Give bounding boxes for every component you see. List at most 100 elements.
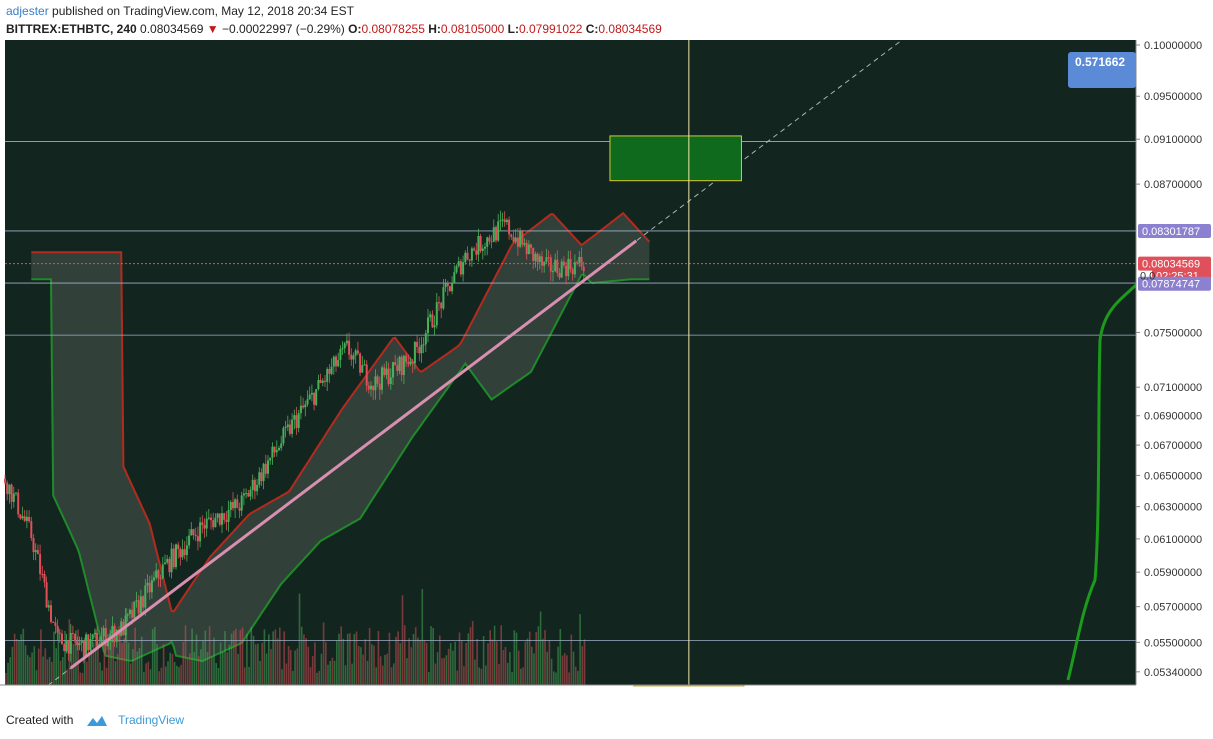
volume-bar — [487, 643, 489, 685]
volume-bar — [42, 656, 44, 685]
candle-body — [512, 236, 515, 242]
volume-bar — [439, 635, 441, 685]
candle-body — [477, 236, 480, 255]
volume-bar — [79, 672, 82, 685]
volume-bar — [169, 652, 171, 685]
candle-body — [505, 219, 508, 223]
volume-bar — [469, 627, 472, 685]
volume-bar — [425, 642, 428, 685]
candle-body — [282, 428, 285, 444]
volume-bar — [579, 614, 581, 685]
plot-area — [5, 40, 1136, 685]
volume-bar — [502, 650, 505, 685]
price-tag-text: 0.08301787 — [1142, 226, 1200, 238]
volume-bar — [500, 625, 502, 685]
candle-body — [332, 356, 335, 367]
volume-bar — [412, 634, 415, 685]
volume-bar — [327, 664, 329, 685]
candle-body — [181, 549, 184, 558]
candle-body — [251, 479, 254, 490]
candle-body — [153, 577, 155, 581]
candle-body — [541, 256, 543, 266]
price-tag-box — [1138, 223, 1211, 238]
candle-body — [433, 325, 436, 328]
candle-body — [317, 380, 320, 389]
candle-body — [242, 493, 245, 496]
volume-bar — [40, 629, 42, 685]
volume-bar — [9, 657, 11, 685]
candle-body — [442, 287, 445, 309]
volume-bar — [7, 662, 9, 685]
candle-body — [562, 261, 565, 266]
volume-bar — [136, 651, 139, 685]
volume-bar — [414, 627, 417, 685]
candle-body — [343, 343, 346, 349]
candle-body — [240, 495, 243, 511]
volume-bar — [178, 667, 180, 685]
candle-body — [383, 367, 386, 375]
candle-body — [543, 261, 546, 266]
volume-bar — [24, 645, 27, 685]
volume-bar — [353, 634, 356, 685]
publish-info: published on TradingView.com, May 12, 20… — [52, 4, 355, 18]
candle-body — [337, 359, 340, 367]
volume-bar — [506, 662, 509, 685]
tradingview-link[interactable]: TradingView — [118, 713, 185, 727]
y-axis-background — [1136, 40, 1213, 687]
candle-body — [519, 231, 522, 247]
candle-body — [12, 493, 15, 502]
candle-body — [321, 380, 324, 383]
candle-body — [422, 344, 425, 346]
volume-bar — [195, 634, 198, 685]
volume-bar — [498, 664, 500, 685]
candle-body — [416, 342, 419, 347]
volume-bar — [202, 641, 204, 685]
volume-bar — [140, 636, 143, 685]
open-label: O: — [348, 22, 362, 36]
candle-body — [102, 628, 105, 637]
volume-bar — [366, 660, 369, 685]
y-tick-label: 0.07500000 — [1144, 327, 1202, 339]
y-tick-label: 0.06900000 — [1144, 411, 1202, 423]
volume-bar — [237, 653, 239, 685]
candle-body — [527, 244, 530, 255]
volume-bar — [403, 625, 406, 685]
volume-bar — [294, 650, 296, 685]
candle-body — [413, 342, 416, 364]
target-zone-box — [609, 135, 742, 182]
candle-body — [453, 272, 456, 284]
candle-body — [260, 472, 263, 482]
candle-body — [177, 544, 180, 549]
candle-body — [398, 356, 401, 371]
publish-line: adjester published on TradingView.com, M… — [6, 4, 354, 18]
candle-body — [34, 550, 37, 553]
y-tick-label: 0.06100000 — [1144, 534, 1202, 546]
volume-bar — [300, 626, 303, 685]
volume-bar — [228, 644, 231, 685]
volume-bar — [572, 651, 575, 685]
ichimoku-cloud — [31, 213, 650, 662]
close-label: C: — [585, 22, 599, 36]
candle-body — [137, 600, 140, 614]
candle-body — [271, 446, 274, 458]
volume-bar — [568, 672, 570, 685]
candle-body — [247, 493, 250, 497]
note-label: 0.571662 — [1068, 52, 1136, 88]
candle-body — [288, 424, 291, 434]
candle-body — [497, 221, 500, 241]
volume-bar — [108, 640, 110, 685]
volume-bar — [476, 639, 478, 685]
candle-body — [359, 353, 362, 373]
volume-bar — [241, 627, 244, 685]
price-chart[interactable]: 0.571662 0.10000000 0.09500000 0.09100000 0.… — [0, 40, 1213, 687]
candle-body — [385, 368, 388, 375]
volume-bar — [22, 628, 25, 685]
candle-body — [569, 258, 572, 270]
candle-body — [139, 596, 142, 614]
volume-bar — [81, 672, 84, 685]
volume-bar — [254, 644, 257, 685]
volume-bar — [482, 636, 485, 685]
candle-body — [580, 257, 583, 267]
author-link[interactable]: adjester — [6, 4, 49, 18]
volume-bar — [123, 638, 125, 685]
